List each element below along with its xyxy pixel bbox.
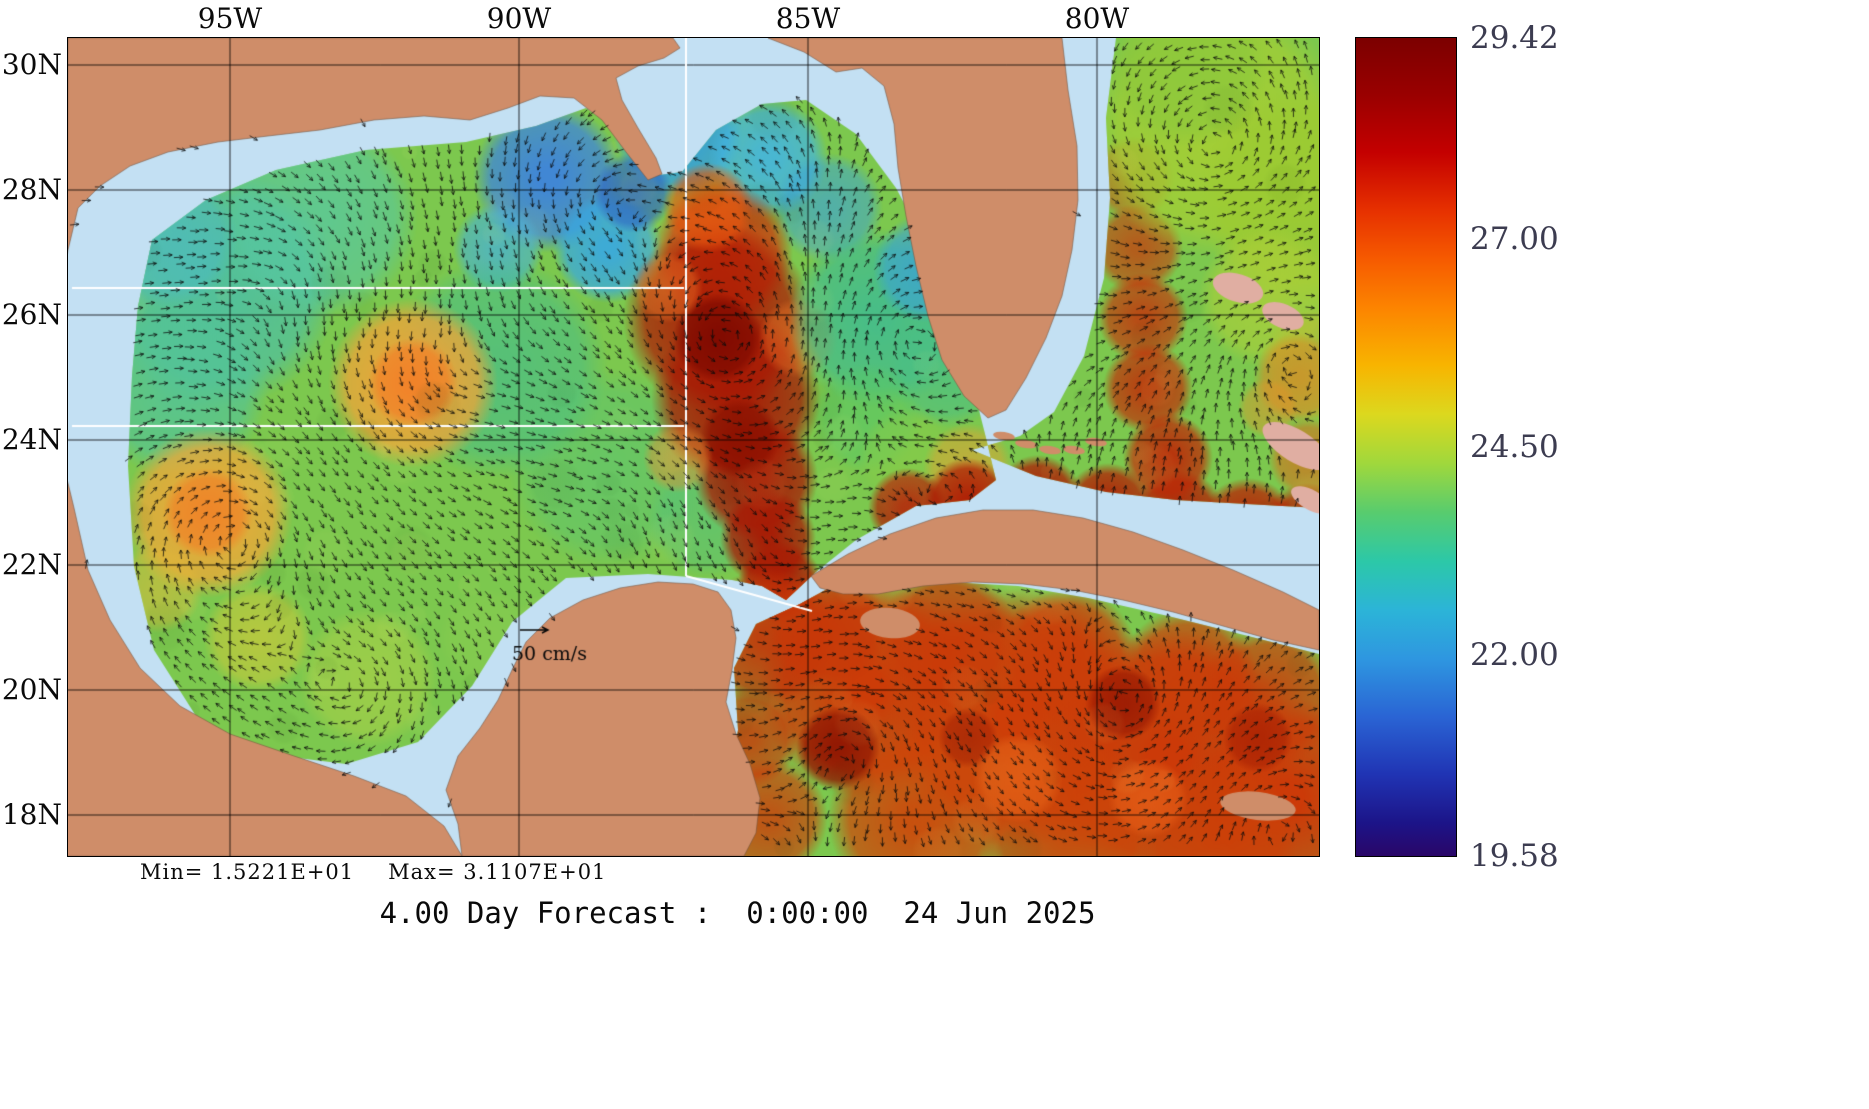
lat-tick-label: 28N (1, 173, 62, 206)
colorbar-gradient (1356, 38, 1456, 856)
colorbar (1355, 37, 1457, 857)
field-max-label: Max= 3.1107E+01 (388, 860, 607, 884)
lat-tick-label: 30N (1, 48, 62, 81)
field-min-label: Min= 1.5221E+01 (140, 860, 355, 884)
lat-tick-label: 26N (1, 298, 62, 331)
sst-current-map-canvas (68, 38, 1319, 856)
lon-tick-label: 85W (775, 2, 841, 35)
min-max-stats: Min= 1.5221E+01 Max= 3.1107E+01 (140, 860, 606, 884)
lon-tick-label: 95W (197, 2, 263, 35)
map-plot-area (67, 37, 1320, 857)
lon-tick-label: 80W (1064, 2, 1130, 35)
lat-tick-label: 20N (1, 673, 62, 706)
colorbar-tick-label: 27.00 (1470, 221, 1559, 258)
lon-tick-label: 90W (486, 2, 552, 35)
forecast-title: 4.00 Day Forecast : 0:00:00 24 Jun 2025 (379, 896, 1096, 930)
lat-tick-label: 18N (1, 798, 62, 831)
colorbar-tick-label: 24.50 (1470, 429, 1559, 465)
lat-tick-label: 24N (1, 423, 62, 456)
colorbar-tick-label: 19.58 (1470, 838, 1559, 874)
colorbar-tick-label: 22.00 (1470, 636, 1559, 673)
colorbar-tick-label: 29.42 (1470, 20, 1559, 56)
lat-tick-label: 22N (1, 548, 62, 581)
